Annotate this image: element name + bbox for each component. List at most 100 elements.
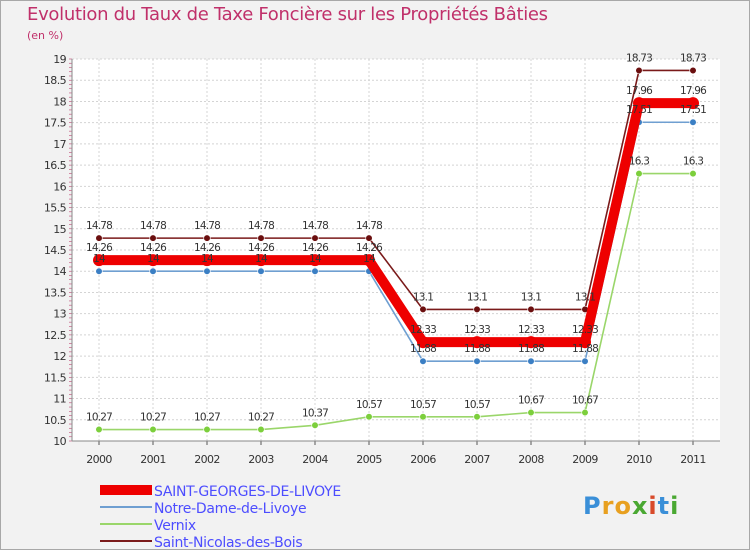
data-label: 14.78 (302, 220, 328, 232)
data-label: 10.57 (356, 399, 382, 411)
data-label: 12.33 (464, 324, 490, 336)
chart-title: Evolution du Taux de Taxe Foncière sur l… (27, 4, 548, 25)
proxiti-logo: Proxiti (583, 492, 679, 520)
y-tick-label: 11.5 (44, 371, 67, 384)
y-tick-label: 14 (53, 265, 66, 278)
data-label: 10.27 (86, 412, 112, 424)
data-point (635, 66, 643, 75)
data-point (527, 408, 535, 417)
series-line (99, 172, 693, 431)
data-label: 12.33 (518, 324, 544, 336)
legend-label: Vernix (154, 517, 196, 534)
y-tick-label: 13 (53, 308, 66, 321)
data-label: 17.51 (626, 104, 652, 116)
data-point (365, 413, 373, 421)
data-point (525, 336, 537, 349)
y-tick-label: 16 (53, 180, 66, 193)
data-point (363, 254, 375, 267)
data-label: 17.96 (680, 85, 707, 97)
y-tick-label: 12 (53, 350, 66, 363)
y-tick-label: 18 (53, 95, 66, 108)
data-label: 18.73 (626, 52, 652, 64)
data-point (417, 336, 429, 349)
data-point (365, 234, 373, 242)
data-point (203, 267, 211, 275)
data-label: 14.26 (248, 242, 275, 254)
data-point (257, 234, 265, 242)
legend: SAINT-GEORGES-DE-LIVOYE Notre-Dame-de-Li… (100, 483, 430, 551)
data-point (149, 234, 157, 242)
data-point (473, 305, 481, 314)
x-tick-label: 2007 (464, 453, 490, 466)
data-label: 14.26 (86, 242, 113, 254)
data-label: 14.26 (302, 242, 329, 254)
legend-swatch (100, 515, 152, 536)
data-label: 11.88 (410, 343, 436, 355)
data-label: 13.1 (467, 291, 487, 303)
data-point (311, 234, 319, 242)
data-point (689, 66, 697, 75)
y-tick-label: 17 (53, 138, 66, 151)
legend-item-saint-georges[interactable]: SAINT-GEORGES-DE-LIVOYE (100, 483, 430, 500)
data-label: 14.78 (248, 220, 274, 232)
data-point (257, 425, 265, 434)
legend-swatch (100, 498, 152, 519)
series-line (99, 98, 693, 348)
data-point (527, 357, 535, 365)
data-label: 14.26 (356, 242, 383, 254)
data-label: 10.67 (518, 395, 544, 407)
data-point (419, 357, 427, 365)
y-tick-label: 17.5 (44, 117, 67, 130)
data-label: 13.1 (413, 291, 433, 303)
data-point (527, 305, 535, 314)
data-point (311, 421, 319, 429)
legend-label: Saint-Nicolas-des-Bois (154, 534, 303, 551)
data-point (147, 254, 159, 267)
logo-letter: x (631, 492, 649, 520)
data-label: 12.33 (572, 324, 598, 336)
data-point (203, 425, 211, 434)
y-tick-label: 15 (53, 223, 66, 236)
logo-letter: P (583, 492, 602, 520)
x-tick-label: 2000 (86, 453, 112, 466)
data-label: 10.27 (194, 412, 220, 424)
data-label: 10.57 (464, 399, 490, 411)
data-label: 14 (93, 253, 106, 265)
data-label: 13.1 (521, 291, 541, 303)
data-point (95, 267, 103, 275)
data-point (201, 254, 213, 267)
legend-item-saint-nicolas[interactable]: Saint-Nicolas-des-Bois (100, 534, 430, 551)
legend-swatch (100, 481, 152, 502)
data-label: 14.26 (140, 242, 167, 254)
data-label: 16.3 (629, 156, 649, 168)
legend-swatch (100, 532, 152, 553)
data-label: 14.78 (356, 220, 382, 232)
data-point (687, 97, 699, 110)
data-label: 11.88 (518, 343, 544, 355)
data-point (311, 267, 319, 275)
data-label: 17.51 (680, 104, 706, 116)
x-tick-label: 2001 (140, 453, 166, 466)
data-point (95, 425, 103, 434)
y-tick-label: 10.5 (44, 414, 67, 427)
legend-item-notre-dame[interactable]: Notre-Dame-de-Livoye (100, 500, 430, 517)
data-point (95, 234, 103, 242)
data-label: 14 (363, 253, 376, 265)
data-point (689, 170, 697, 178)
data-label: 10.37 (302, 407, 328, 419)
data-label: 17.96 (626, 85, 653, 97)
data-label: 16.3 (683, 156, 703, 168)
data-point (255, 254, 267, 267)
x-tick-label: 2004 (302, 453, 328, 466)
data-point (581, 408, 589, 417)
data-label: 14 (309, 253, 322, 265)
data-label: 10.57 (410, 399, 436, 411)
legend-label: SAINT-GEORGES-DE-LIVOYE (154, 483, 341, 500)
logo-letter: i (648, 492, 658, 520)
data-point (633, 97, 645, 110)
legend-item-vernix[interactable]: Vernix (100, 517, 430, 534)
y-tick-label: 19 (53, 53, 66, 66)
data-label: 14.78 (194, 220, 220, 232)
data-label: 11.88 (464, 343, 490, 355)
